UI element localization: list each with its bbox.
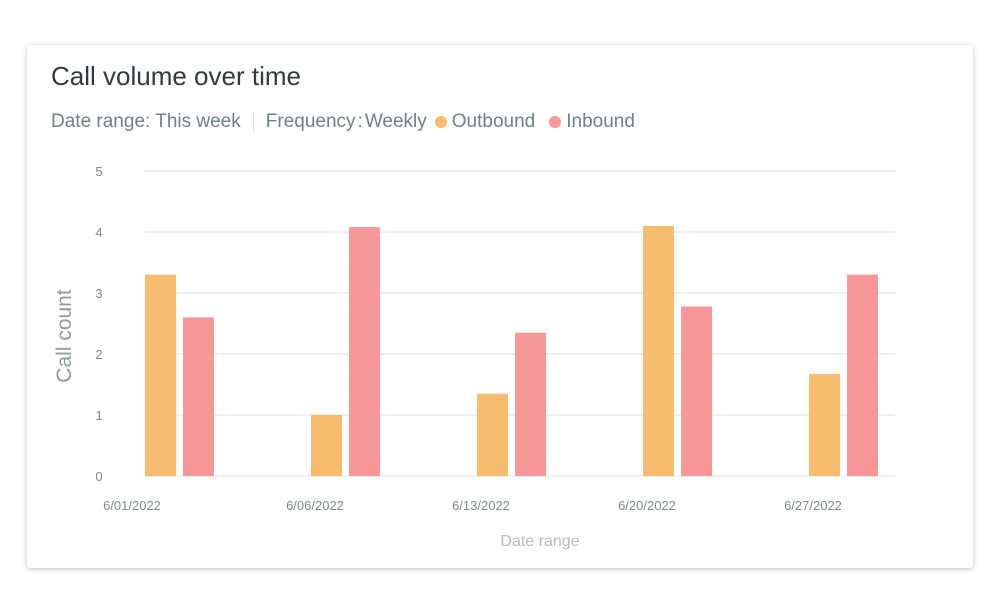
x-tick-label: 6/13/2022 [452,498,510,513]
x-tick-label: 6/27/2022 [784,498,842,513]
bar-inbound[interactable] [681,306,712,476]
legend-item-inbound[interactable]: Inbound [549,111,635,133]
bar-outbound[interactable] [477,393,508,476]
frequency-value: Weekly [364,111,427,132]
frequency-filter[interactable]: Frequency: Weekly [266,111,427,133]
y-tick-label: 1 [95,408,102,423]
y-tick-label: 2 [95,347,102,362]
x-tick-label: 6/06/2022 [286,498,344,513]
x-tick-label: 6/20/2022 [618,498,676,513]
bar-outbound[interactable] [809,374,840,476]
bar-chart: 0 1 2 3 4 5 6/01/2022 6/06/2022 6/13/2022 6/20/2… [53,164,895,550]
bar-inbound[interactable] [515,332,546,476]
x-axis-ticks: 6/01/2022 6/06/2022 6/13/2022 6/20/2022 6/27… [103,498,842,513]
gridlines [145,170,895,477]
frequency-label: Frequency [265,111,356,132]
y-axis-ticks: 0 1 2 3 4 5 [95,164,102,484]
legend-label-inbound: Inbound [566,111,635,132]
chart-meta-row: Date range: This week Frequency: Weekly O… [51,111,635,133]
bar-inbound[interactable] [349,227,380,476]
bars [145,225,878,476]
bar-inbound[interactable] [847,274,878,476]
x-tick-label: 6/01/2022 [103,498,161,513]
bar-outbound[interactable] [145,274,176,476]
y-tick-label: 4 [95,225,102,240]
bar-outbound[interactable] [643,225,674,476]
x-axis-title: Date range [500,533,579,550]
date-range-filter[interactable]: Date range: This week [51,111,241,132]
legend-dot-inbound [549,116,562,128]
y-tick-label: 5 [95,164,102,179]
y-tick-label: 3 [95,286,102,301]
frequency-colon: : [357,111,363,132]
legend-dot-outbound [434,116,447,128]
y-axis-title: Call count [53,289,76,383]
legend-item-outbound[interactable]: Outbound [434,111,536,133]
chart-title: Call volume over time [51,61,301,91]
bar-inbound[interactable] [183,317,214,476]
bar-outbound[interactable] [311,415,342,476]
legend-label-outbound: Outbound [451,111,536,132]
y-tick-label: 0 [95,469,102,484]
chart-card: Call volume over time Date range: This w… [27,45,973,568]
meta-divider [252,112,254,132]
